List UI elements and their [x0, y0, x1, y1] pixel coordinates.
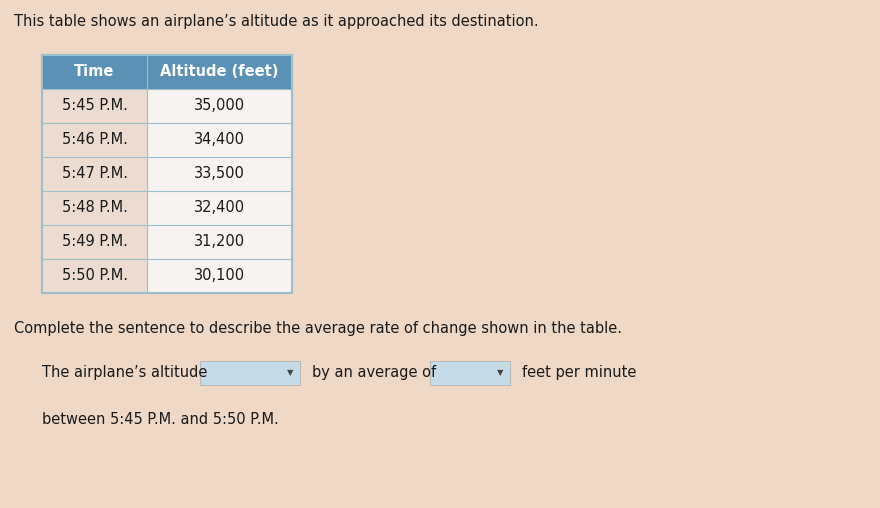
Text: 5:46 P.M.: 5:46 P.M.: [62, 133, 128, 147]
Bar: [42, 225, 147, 259]
Bar: [42, 259, 147, 293]
Text: 32,400: 32,400: [194, 201, 245, 215]
Text: Complete the sentence to describe the average rate of change shown in the table.: Complete the sentence to describe the av…: [14, 321, 622, 336]
Text: 5:45 P.M.: 5:45 P.M.: [62, 99, 128, 113]
Text: feet per minute: feet per minute: [522, 365, 636, 380]
Text: 34,400: 34,400: [194, 133, 245, 147]
Text: 33,500: 33,500: [194, 167, 245, 181]
Bar: [200, 361, 300, 385]
Bar: [147, 89, 292, 123]
Bar: [147, 157, 292, 191]
Text: 5:50 P.M.: 5:50 P.M.: [62, 269, 128, 283]
Text: The airplane’s altitude: The airplane’s altitude: [42, 365, 208, 380]
Bar: [147, 259, 292, 293]
Text: between 5:45 P.M. and 5:50 P.M.: between 5:45 P.M. and 5:50 P.M.: [42, 411, 279, 427]
Text: 35,000: 35,000: [194, 99, 245, 113]
Text: by an average of: by an average of: [312, 365, 436, 380]
Text: ▼: ▼: [496, 368, 503, 377]
Bar: [42, 89, 147, 123]
Bar: [430, 361, 510, 385]
Bar: [42, 123, 147, 157]
Text: 5:47 P.M.: 5:47 P.M.: [62, 167, 128, 181]
Text: 5:48 P.M.: 5:48 P.M.: [62, 201, 128, 215]
Bar: [42, 157, 147, 191]
Bar: [147, 191, 292, 225]
Text: 5:49 P.M.: 5:49 P.M.: [62, 235, 128, 249]
Bar: [42, 55, 292, 293]
Bar: [147, 123, 292, 157]
Text: ▼: ▼: [287, 368, 293, 377]
Bar: [147, 225, 292, 259]
Text: Time: Time: [74, 65, 114, 79]
Text: 31,200: 31,200: [194, 235, 245, 249]
Text: This table shows an airplane’s altitude as it approached its destination.: This table shows an airplane’s altitude …: [14, 14, 539, 29]
Bar: [42, 191, 147, 225]
Text: Altitude (feet): Altitude (feet): [160, 65, 279, 79]
Text: 30,100: 30,100: [194, 269, 245, 283]
Bar: [42, 55, 292, 89]
